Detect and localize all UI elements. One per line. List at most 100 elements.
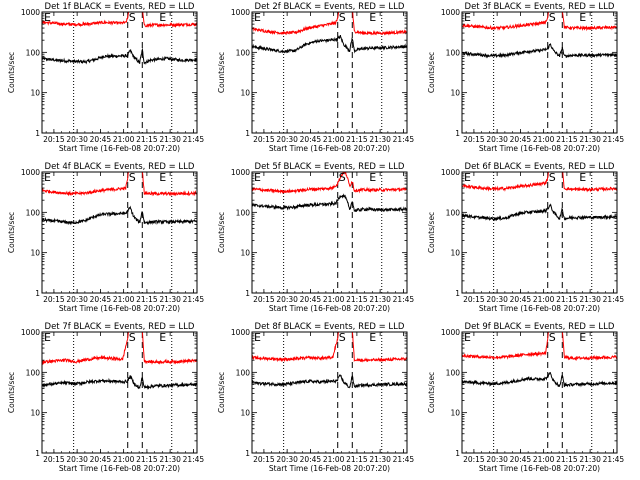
end-marker-right: E [579, 11, 586, 24]
x-tick-label: 20:45 [510, 135, 532, 144]
start-marker: S [339, 331, 346, 344]
plot-frame [251, 11, 408, 134]
x-tick-label: 21:15 [556, 455, 578, 464]
end-marker-left: E [254, 11, 261, 24]
panel-title: Det 2f BLACK = Events, RED = LLD [255, 2, 405, 12]
y-axis-label: Counts/sec [7, 372, 16, 413]
start-marker: S [339, 11, 346, 24]
x-tick-label: 21:00 [113, 295, 135, 304]
x-axis-label: Start Time (16-Feb-08 20:07:20) [59, 304, 180, 313]
start-marker: S [129, 171, 136, 184]
start-marker: S [129, 331, 136, 344]
x-tick-label: 21:45 [393, 295, 415, 304]
panel-det-5: Det 5f BLACK = Events, RED = LLD 1000 100 1… [217, 162, 414, 313]
x-tick-label: 20:30 [486, 295, 508, 304]
y-tick-label: 1000 [231, 328, 250, 337]
x-tick-label: 20:15 [43, 135, 65, 144]
x-tick-label: 20:30 [486, 135, 508, 144]
panel-det-9: Det 9f BLACK = Events, RED = LLD 1000 100 1… [427, 322, 624, 473]
y-tick-label: 10 [450, 409, 460, 418]
panel-title: Det 5f BLACK = Events, RED = LLD [255, 162, 405, 172]
panel-title: Det 6f BLACK = Events, RED = LLD [465, 162, 615, 172]
events-series-line [252, 193, 407, 213]
y-tick-label: 10 [450, 89, 460, 98]
x-tick-label: 21:30 [159, 455, 181, 464]
x-tick-label: 21:30 [369, 135, 391, 144]
end-marker-right: E [159, 11, 166, 24]
y-tick-label: 100 [446, 48, 461, 57]
x-tick-label: 21:45 [603, 455, 625, 464]
x-tick-label: 20:30 [66, 135, 88, 144]
events-series-line [42, 374, 197, 390]
x-tick-label: 21:00 [533, 455, 555, 464]
lld-series-line [462, 332, 617, 362]
x-tick-label: 21:15 [136, 135, 158, 144]
events-series-line [462, 371, 617, 388]
y-axis-label: Counts/sec [7, 212, 16, 253]
x-axis-label: Start Time (16-Feb-08 20:07:20) [59, 464, 180, 473]
x-tick-label: 21:30 [579, 135, 601, 144]
panel-title: Det 9f BLACK = Events, RED = LLD [465, 322, 615, 332]
panel-title: Det 1f BLACK = Events, RED = LLD [45, 2, 195, 12]
x-tick-label: 21:15 [556, 135, 578, 144]
x-tick-label: 20:15 [463, 295, 485, 304]
y-axis-label: Counts/sec [427, 212, 436, 253]
x-tick-label: 21:00 [533, 135, 555, 144]
y-tick-label: 100 [446, 368, 461, 377]
end-marker-left: E [464, 11, 471, 24]
y-tick-label: 1 [35, 449, 40, 458]
end-marker-left: E [254, 331, 261, 344]
start-marker: S [549, 11, 556, 24]
end-marker-right: E [579, 331, 586, 344]
end-marker-left: E [464, 331, 471, 344]
panel-title: Det 8f BLACK = Events, RED = LLD [255, 322, 405, 332]
y-tick-label: 100 [446, 208, 461, 217]
x-tick-label: 20:15 [43, 455, 65, 464]
x-tick-label: 21:15 [556, 295, 578, 304]
lld-series-line [462, 172, 617, 193]
x-tick-label: 20:45 [300, 135, 322, 144]
lld-series-line [42, 332, 197, 366]
x-tick-label: 21:15 [346, 295, 368, 304]
x-tick-label: 21:15 [346, 135, 368, 144]
x-tick-label: 20:15 [463, 135, 485, 144]
end-marker-left: E [44, 331, 51, 344]
y-tick-label: 100 [236, 368, 251, 377]
y-axis-label: Counts/sec [217, 372, 226, 413]
y-axis-label: Counts/sec [217, 52, 226, 93]
plot-frame [461, 11, 618, 134]
end-marker-right: E [159, 331, 166, 344]
x-tick-label: 20:15 [43, 295, 65, 304]
y-tick-label: 10 [450, 249, 460, 258]
x-tick-label: 21:45 [393, 135, 415, 144]
x-tick-label: 20:45 [510, 295, 532, 304]
plot-frame [461, 331, 618, 454]
y-tick-label: 1000 [21, 168, 40, 177]
y-tick-label: 1 [455, 449, 460, 458]
events-series-line [252, 374, 407, 389]
events-series-line [252, 34, 407, 54]
y-tick-label: 1 [245, 129, 250, 138]
panel-det-3: Det 3f BLACK = Events, RED = LLD 1000 100 1… [427, 2, 624, 153]
x-tick-label: 21:30 [579, 455, 601, 464]
y-tick-label: 100 [26, 208, 41, 217]
panel-title: Det 3f BLACK = Events, RED = LLD [465, 2, 615, 12]
x-tick-label: 20:30 [66, 455, 88, 464]
x-tick-label: 20:45 [90, 455, 112, 464]
x-axis-label: Start Time (16-Feb-08 20:07:20) [479, 464, 600, 473]
lld-series-line [42, 172, 197, 197]
x-tick-label: 20:15 [253, 295, 275, 304]
x-tick-label: 21:00 [113, 455, 135, 464]
panel-det-6: Det 6f BLACK = Events, RED = LLD 1000 100 1… [427, 162, 624, 313]
x-tick-label: 21:00 [323, 455, 345, 464]
y-tick-label: 1000 [21, 8, 40, 17]
y-tick-label: 10 [240, 249, 250, 258]
panel-det-4: Det 4f BLACK = Events, RED = LLD 1000 100 1… [7, 162, 204, 313]
plot-frame [41, 171, 198, 294]
y-tick-label: 100 [236, 208, 251, 217]
x-tick-label: 20:30 [486, 455, 508, 464]
end-marker-right: E [369, 11, 376, 24]
y-axis-label: Counts/sec [427, 52, 436, 93]
end-marker-right: E [369, 171, 376, 184]
